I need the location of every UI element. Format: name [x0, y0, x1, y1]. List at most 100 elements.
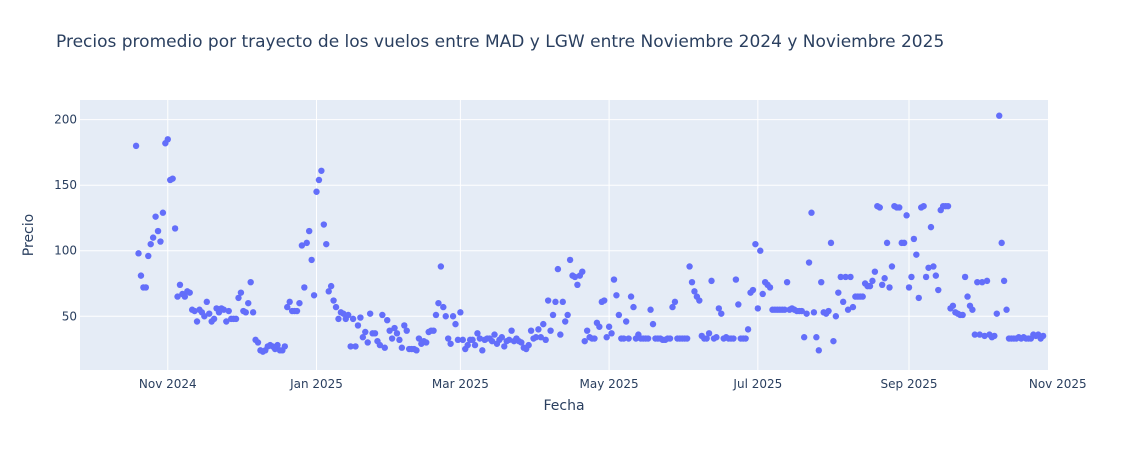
data-point[interactable]: [908, 273, 915, 281]
data-point[interactable]: [859, 293, 866, 300]
data-point[interactable]: [730, 335, 737, 342]
data-point[interactable]: [159, 209, 167, 216]
data-point[interactable]: [359, 334, 367, 341]
data-point[interactable]: [888, 263, 896, 270]
data-point[interactable]: [476, 335, 484, 342]
data-point[interactable]: [671, 298, 679, 306]
data-point[interactable]: [813, 334, 820, 341]
data-point[interactable]: [149, 234, 157, 241]
data-point[interactable]: [318, 167, 325, 174]
data-point[interactable]: [303, 239, 310, 247]
data-point[interactable]: [554, 265, 562, 273]
data-point[interactable]: [922, 273, 930, 281]
data-point[interactable]: [203, 298, 210, 306]
data-point[interactable]: [683, 335, 691, 342]
data-point[interactable]: [547, 327, 554, 334]
data-point[interactable]: [232, 315, 240, 323]
data-point[interactable]: [713, 334, 720, 341]
data-point[interactable]: [732, 276, 740, 283]
data-point[interactable]: [191, 307, 198, 315]
data-point[interactable]: [449, 313, 457, 320]
data-point[interactable]: [927, 223, 935, 231]
data-point[interactable]: [871, 268, 879, 275]
data-point[interactable]: [781, 306, 788, 313]
data-point[interactable]: [345, 311, 352, 319]
data-point[interactable]: [974, 278, 981, 286]
data-point[interactable]: [371, 330, 379, 337]
data-point[interactable]: [993, 310, 1000, 317]
data-point[interactable]: [210, 315, 218, 323]
data-point[interactable]: [274, 341, 281, 349]
data-point[interactable]: [571, 273, 579, 281]
data-point[interactable]: [430, 327, 437, 334]
data-point[interactable]: [630, 303, 637, 311]
data-point[interactable]: [542, 336, 549, 344]
data-point[interactable]: [878, 281, 886, 289]
data-point[interactable]: [544, 297, 552, 304]
data-point[interactable]: [844, 306, 852, 313]
data-point[interactable]: [540, 320, 547, 328]
data-point[interactable]: [396, 336, 403, 344]
data-point[interactable]: [649, 320, 657, 328]
data-point[interactable]: [398, 344, 406, 351]
data-point[interactable]: [991, 332, 998, 340]
data-point[interactable]: [247, 278, 254, 286]
data-point[interactable]: [688, 278, 696, 286]
data-point[interactable]: [735, 301, 742, 308]
data-point[interactable]: [976, 331, 983, 338]
data-point[interactable]: [332, 303, 340, 311]
data-point[interactable]: [903, 212, 910, 219]
data-point[interactable]: [508, 327, 515, 334]
data-point[interactable]: [644, 335, 652, 342]
data-point[interactable]: [766, 284, 774, 291]
data-point[interactable]: [932, 272, 940, 279]
data-point[interactable]: [245, 299, 252, 307]
data-point[interactable]: [132, 142, 140, 150]
data-point[interactable]: [608, 330, 615, 337]
data-point[interactable]: [718, 310, 725, 317]
data-point[interactable]: [474, 330, 481, 337]
data-point[interactable]: [978, 278, 986, 286]
data-point[interactable]: [310, 292, 318, 299]
data-point[interactable]: [498, 334, 506, 341]
data-point[interactable]: [164, 136, 171, 143]
data-point[interactable]: [818, 278, 825, 286]
data-point[interactable]: [964, 293, 971, 300]
data-point[interactable]: [364, 339, 371, 346]
data-point[interactable]: [913, 251, 920, 258]
data-point[interactable]: [452, 320, 459, 328]
data-point[interactable]: [169, 175, 176, 182]
data-point[interactable]: [935, 286, 942, 294]
data-point[interactable]: [647, 306, 654, 313]
data-point[interactable]: [201, 313, 208, 320]
data-point[interactable]: [286, 298, 293, 306]
data-point[interactable]: [442, 313, 449, 320]
data-point[interactable]: [961, 273, 969, 281]
data-point[interactable]: [315, 176, 323, 184]
data-point[interactable]: [137, 272, 145, 279]
data-point[interactable]: [715, 305, 723, 312]
data-point[interactable]: [886, 284, 893, 291]
data-point[interactable]: [564, 311, 571, 319]
data-point[interactable]: [605, 323, 613, 330]
data-point[interactable]: [469, 336, 476, 344]
data-point[interactable]: [981, 332, 988, 340]
data-point[interactable]: [357, 314, 364, 321]
data-point[interactable]: [803, 310, 810, 317]
data-point[interactable]: [379, 311, 386, 319]
data-point[interactable]: [362, 328, 369, 336]
data-point[interactable]: [145, 252, 152, 260]
data-point[interactable]: [325, 288, 332, 295]
data-point[interactable]: [152, 213, 159, 220]
data-point[interactable]: [171, 225, 179, 232]
data-point[interactable]: [444, 335, 452, 342]
data-point[interactable]: [944, 202, 952, 210]
data-point[interactable]: [596, 323, 603, 330]
data-point[interactable]: [669, 303, 676, 311]
data-point[interactable]: [842, 273, 849, 281]
data-point[interactable]: [876, 204, 883, 211]
data-point[interactable]: [415, 335, 423, 342]
data-point[interactable]: [896, 204, 903, 211]
data-point[interactable]: [983, 277, 991, 285]
data-point[interactable]: [798, 307, 805, 315]
